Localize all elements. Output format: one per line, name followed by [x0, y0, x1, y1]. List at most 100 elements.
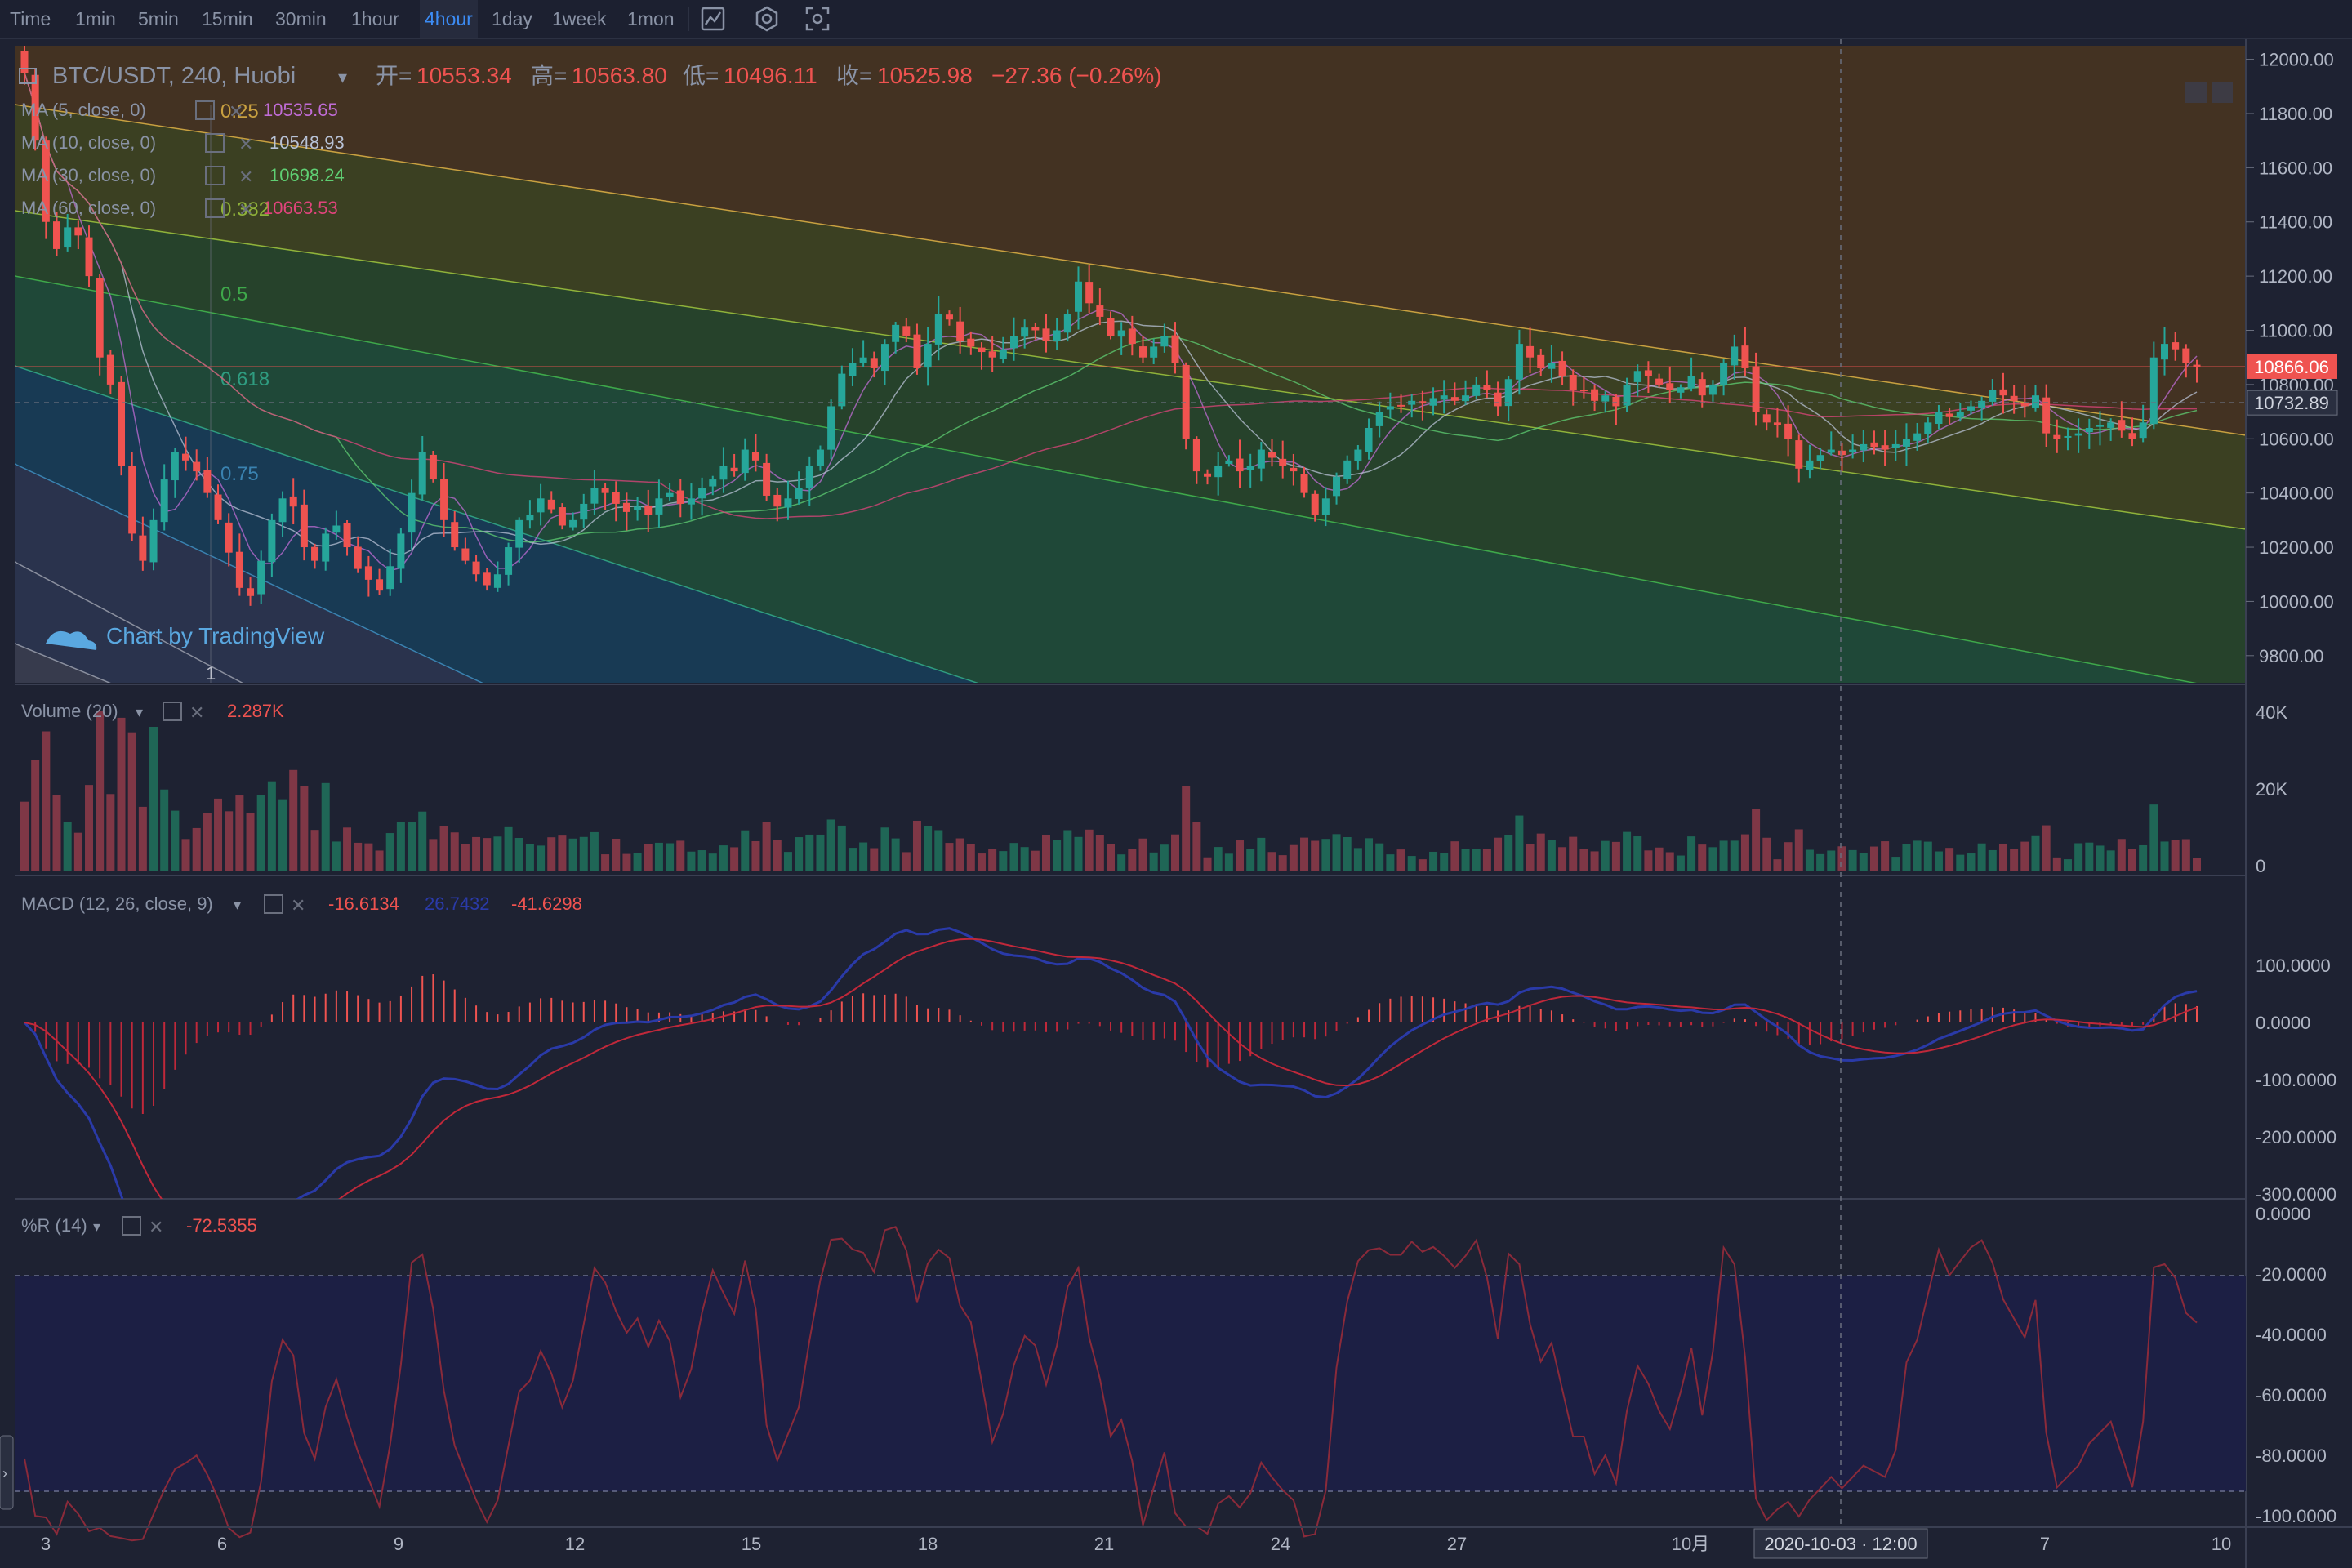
- wr-tick-minus-40: -40.0000: [2256, 1325, 2327, 1345]
- interval-30min[interactable]: 30min: [275, 8, 327, 29]
- candle-body: [408, 492, 416, 533]
- symbol-title[interactable]: BTC/USDT, 240, Huobi: [52, 63, 296, 89]
- volume-bar: [1450, 841, 1459, 871]
- volume-bar: [1472, 849, 1481, 871]
- ma10-close-icon[interactable]: ✕: [238, 134, 253, 154]
- volume-bar: [773, 840, 782, 871]
- wr-dropdown-icon[interactable]: ▾: [93, 1218, 100, 1235]
- screenshot-icon[interactable]: [804, 5, 831, 33]
- volume-bar: [149, 727, 158, 871]
- volume-bar: [1440, 853, 1449, 871]
- candle-body: [1945, 413, 1953, 417]
- volume-bars: [20, 711, 2201, 871]
- candle-body: [1806, 460, 1814, 470]
- symbol-dropdown-icon[interactable]: ▾: [338, 67, 347, 87]
- volume-bar: [1321, 839, 1330, 871]
- candle-body: [1989, 390, 1997, 402]
- interval-1day[interactable]: 1day: [492, 8, 532, 29]
- volume-bar: [924, 826, 933, 871]
- volume-settings-icon[interactable]: [163, 702, 182, 721]
- volume-label[interactable]: Volume (20): [21, 701, 118, 721]
- candle-body: [2064, 435, 2072, 438]
- macd-label[interactable]: MACD (12, 26, close, 9): [21, 893, 213, 914]
- side-panel-toggle[interactable]: [0, 1435, 14, 1510]
- ma30-settings-icon[interactable]: [205, 166, 225, 185]
- time-tick-label: 24: [1271, 1534, 1290, 1554]
- volume-bar: [2181, 839, 2190, 871]
- macd-settings-icon[interactable]: [264, 894, 283, 914]
- candle-body: [1784, 423, 1793, 439]
- maximize-icon[interactable]: [2212, 82, 2233, 103]
- wr-label[interactable]: %R (14): [21, 1215, 87, 1236]
- volume-bar: [2106, 850, 2115, 871]
- crosshair-price-tag-bg: [2247, 390, 2338, 416]
- ma30-label[interactable]: MA (30, close, 0): [21, 165, 156, 185]
- macd-close-icon[interactable]: ✕: [291, 895, 305, 915]
- wr-line: [24, 1226, 2198, 1542]
- interval-1min[interactable]: 1min: [75, 8, 116, 29]
- candle-body: [1117, 330, 1125, 337]
- wr-close-icon[interactable]: ✕: [149, 1217, 163, 1237]
- collapse-icon[interactable]: [19, 68, 37, 84]
- wr-tick-minus-60: -60.0000: [2256, 1385, 2327, 1405]
- volume-bar: [246, 813, 255, 871]
- wr-settings-icon[interactable]: [122, 1216, 141, 1236]
- volume-bar: [1515, 815, 1524, 871]
- volume-dropdown-icon[interactable]: ▾: [136, 704, 143, 720]
- volume-bar: [1633, 836, 1642, 871]
- ma10-settings-icon[interactable]: [205, 133, 225, 153]
- candle-body: [1741, 345, 1749, 368]
- macd-dropdown-icon[interactable]: ▾: [234, 897, 241, 913]
- ma60-close-icon[interactable]: ✕: [238, 199, 253, 220]
- interval-1hour[interactable]: 1hour: [351, 8, 399, 29]
- candle-body: [160, 479, 168, 523]
- volume-bar: [1311, 840, 1320, 871]
- candle-body: [1537, 354, 1545, 368]
- ma30-close-icon[interactable]: ✕: [238, 167, 253, 187]
- time-tick-label: 10月: [1672, 1534, 1709, 1554]
- ma5-value: 10535.65: [263, 100, 338, 120]
- volume-bar: [1396, 849, 1405, 871]
- ma60-settings-icon[interactable]: [205, 198, 225, 218]
- ma5-label[interactable]: MA (5, close, 0): [21, 100, 146, 120]
- interval-time[interactable]: Time: [10, 8, 51, 29]
- ma10-label[interactable]: MA (10, close, 0): [21, 132, 156, 153]
- interval-1week[interactable]: 1week: [552, 8, 607, 29]
- candle-body: [816, 449, 824, 466]
- candle-body: [96, 278, 104, 358]
- indicator-icon[interactable]: [699, 5, 727, 33]
- volume-close-icon[interactable]: ✕: [189, 702, 204, 723]
- trading-chart[interactable]: 0.25 0.382 0.5 0.618 0.75 1 BTC/USDT, 24…: [0, 39, 2352, 1568]
- volume-bar: [1041, 834, 1050, 871]
- volume-bar: [1730, 840, 1739, 871]
- candle-body: [1644, 370, 1652, 376]
- candle-body: [1579, 390, 1588, 392]
- time-tick-label: 12: [565, 1534, 585, 1554]
- candle-body: [751, 452, 760, 461]
- volume-bar: [891, 838, 900, 871]
- ma5-close-icon[interactable]: ✕: [229, 101, 243, 122]
- candle-body: [709, 479, 717, 487]
- time-tick-label: 27: [1447, 1534, 1467, 1554]
- candle-body: [730, 467, 738, 472]
- interval-5min[interactable]: 5min: [138, 8, 179, 29]
- move-down-icon[interactable]: [2185, 82, 2207, 103]
- volume-bar: [225, 811, 234, 871]
- candle-body: [1483, 385, 1491, 390]
- candle-body: [1816, 455, 1824, 461]
- ma5-settings-icon[interactable]: [195, 100, 215, 120]
- candle-body: [1956, 412, 1964, 417]
- candle-body: [634, 506, 642, 510]
- interval-4hour[interactable]: 4hour: [420, 0, 478, 38]
- side-panel-chevron-icon[interactable]: ›: [2, 1465, 7, 1481]
- candle-body: [590, 488, 599, 504]
- volume-bar: [138, 806, 147, 871]
- settings-icon[interactable]: [753, 5, 781, 33]
- ma60-label[interactable]: MA (60, close, 0): [21, 198, 156, 218]
- volume-bar: [385, 833, 394, 871]
- high-label: 高=: [531, 63, 567, 88]
- candle-body: [2107, 422, 2115, 428]
- volume-bar: [1590, 851, 1599, 871]
- interval-1mon[interactable]: 1mon: [627, 8, 675, 29]
- interval-15min[interactable]: 15min: [202, 8, 253, 29]
